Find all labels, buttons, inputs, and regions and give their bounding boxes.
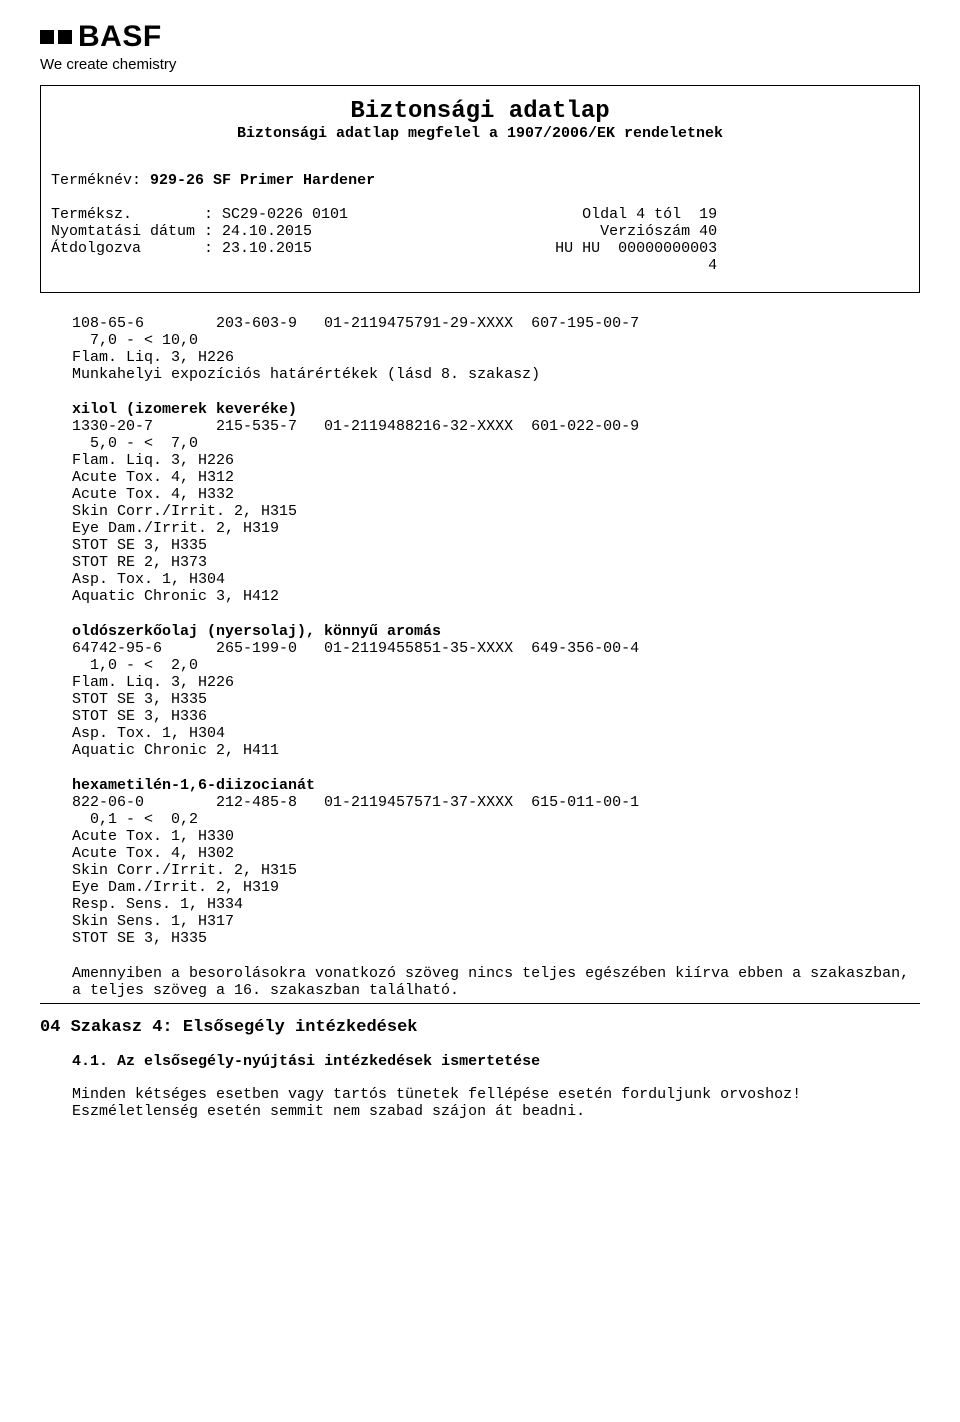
- section-divider: [40, 1003, 920, 1004]
- product-label: Terméknév:: [51, 172, 141, 189]
- component-1: 108-65-6 203-603-9 01-2119475791-29-XXXX…: [72, 315, 920, 383]
- logo-tagline: We create chemistry: [40, 56, 920, 73]
- header-box: Biztonsági adatlap Biztonsági adatlap me…: [40, 85, 920, 293]
- doc-meta: Terméknév: 929-26 SF Primer Hardener Ter…: [51, 172, 909, 274]
- product-name: 929-26 SF Primer Hardener: [150, 172, 375, 189]
- section-4-num: 04: [40, 1018, 60, 1037]
- section-4-title: Szakasz 4: Elsősegély intézkedések: [71, 1018, 418, 1037]
- component-4: hexametilén-1,6-diizocianát 822-06-0 212…: [72, 777, 920, 947]
- section-4-1-num: 4.1.: [72, 1053, 108, 1070]
- body: 108-65-6 203-603-9 01-2119475791-29-XXXX…: [72, 315, 920, 999]
- section-4-p2: Eszméletlenség esetén semmit nem szabad …: [72, 1103, 920, 1120]
- classification-note: Amennyiben a besorolásokra vonatkozó szö…: [72, 965, 920, 999]
- section-4-p1: Minden kétséges esetben vagy tartós tüne…: [72, 1086, 920, 1103]
- component-2: xilol (izomerek keveréke) 1330-20-7 215-…: [72, 401, 920, 605]
- basf-mark-icon: [40, 30, 72, 44]
- doc-subtitle: Biztonsági adatlap megfelel a 1907/2006/…: [51, 125, 909, 142]
- page: BASF We create chemistry Biztonsági adat…: [0, 0, 960, 1160]
- section-4: 04 Szakasz 4: Elsősegély intézkedések 4.…: [40, 1018, 920, 1120]
- logo-brand: BASF: [78, 20, 162, 54]
- component-3: oldószerkőolaj (nyersolaj), könnyű aromá…: [72, 623, 920, 759]
- doc-title: Biztonsági adatlap: [51, 98, 909, 125]
- section-4-1-title: Az elsősegély-nyújtási intézkedések isme…: [117, 1053, 540, 1070]
- meta-rows: Terméksz. : SC29-0226 0101 Oldal 4 tól 1…: [51, 206, 717, 274]
- logo: BASF: [40, 20, 920, 54]
